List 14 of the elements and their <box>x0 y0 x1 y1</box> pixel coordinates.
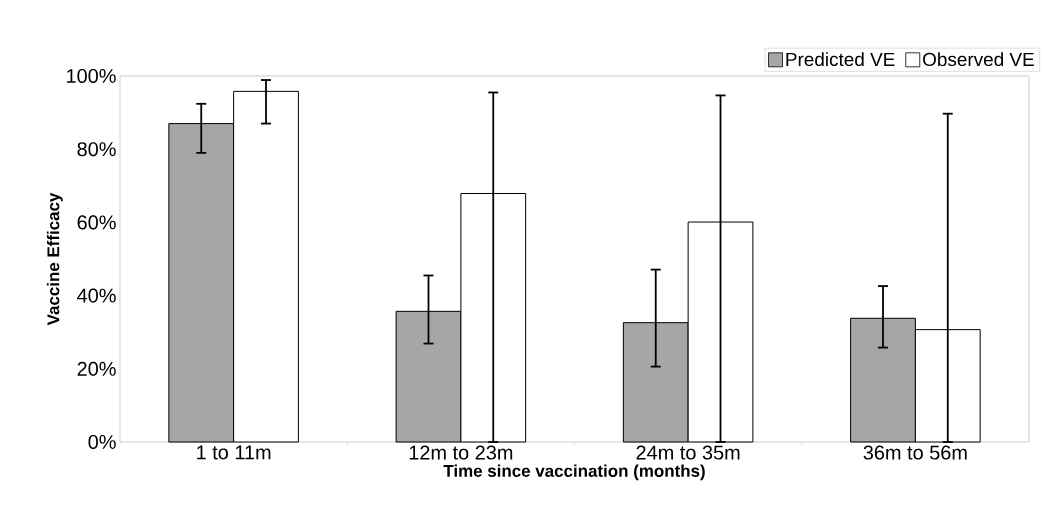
y-axis-title: Vaccine Efficacy <box>46 192 63 326</box>
y-tick-label: 80% <box>77 142 116 157</box>
x-tick-label: 36m to 56m <box>863 445 967 460</box>
x-tick-label: 1 to 11m <box>197 445 271 460</box>
y-tick-label: 100% <box>67 68 116 84</box>
legend-label: Observed VE <box>923 52 1034 67</box>
x-tick-label: 24m to 35m <box>636 445 740 460</box>
y-tick-label: 40% <box>77 288 116 303</box>
x-tick-label: 12m to 23m <box>409 445 513 460</box>
legend-label: Predicted VE <box>786 52 895 67</box>
x-axis-title: Time since vaccination (months) <box>443 464 705 481</box>
y-tick-label: 20% <box>77 361 116 376</box>
y-tick-label: 0% <box>88 434 116 450</box>
y-tick-label: 60% <box>77 215 116 230</box>
